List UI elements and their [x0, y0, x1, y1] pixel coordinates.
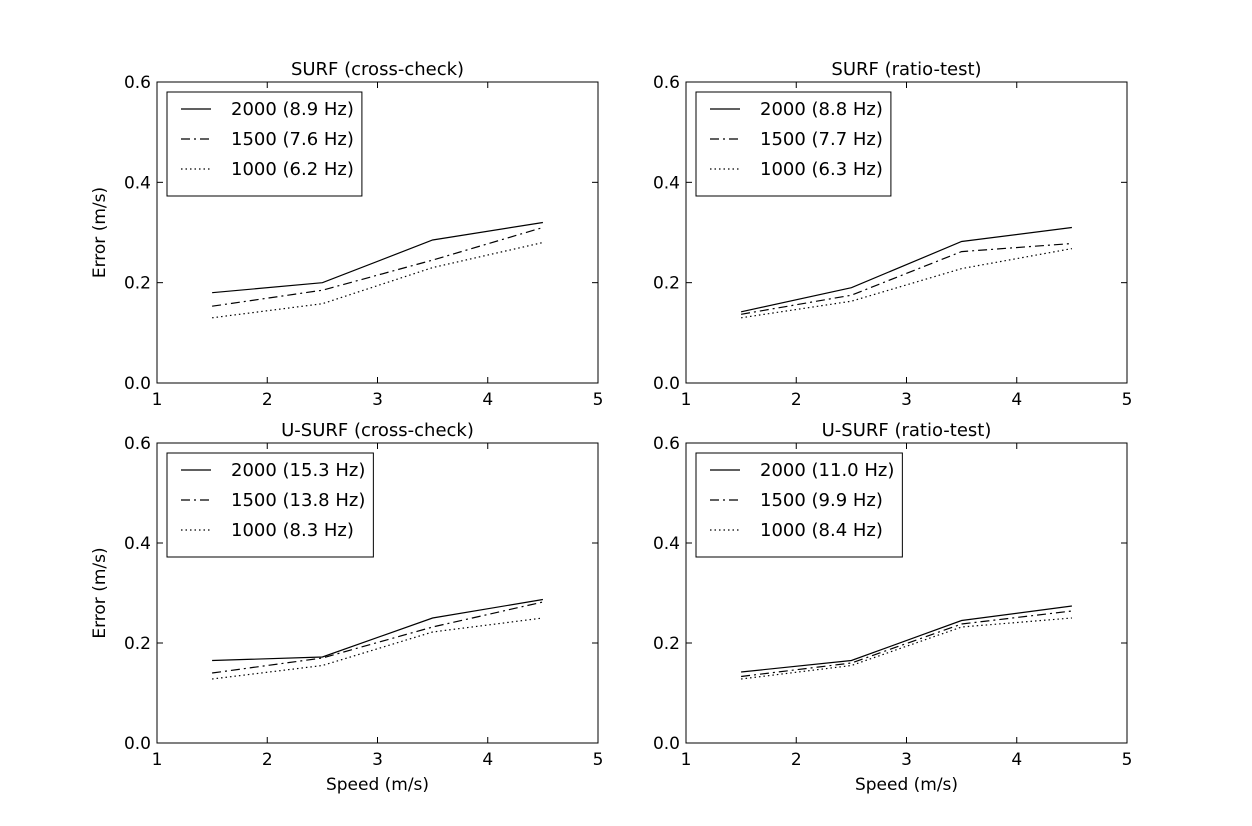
subplot-3: 1 2 3 4 5 0.0 0.2 0.4 0.6 U-SURF (cross-check) Spe… — [90, 420, 603, 795]
y-tick-label: 0.0 — [653, 734, 680, 754]
x-tick-label: 2 — [262, 390, 273, 410]
series-line-dashdot — [740, 242, 1072, 315]
x-tick-label: 3 — [901, 390, 912, 410]
x-tick-label: 1 — [152, 390, 163, 410]
legend-entry: 1000 (6.2 Hz) — [231, 159, 354, 180]
legend-entry: 1500 (9.9 Hz) — [760, 490, 883, 511]
x-axis-label: Speed (m/s) — [326, 775, 429, 795]
x-tick-label: 5 — [1122, 390, 1133, 410]
y-tick-label: 0.2 — [124, 634, 151, 654]
y-tick-label: 0.6 — [653, 73, 680, 93]
series-line-solid — [212, 221, 543, 294]
series-line-dotted — [212, 617, 543, 680]
subplot-2: 1 2 3 4 5 0.0 0.2 0.4 0.6 SURF (ratio-test) 2000 (… — [653, 59, 1132, 410]
y-tick-label: 0.6 — [124, 434, 151, 454]
series-line-solid — [741, 605, 1072, 673]
x-tick-label: 4 — [482, 750, 493, 770]
y-tick-label: 0.0 — [124, 374, 151, 394]
x-tick-label: 1 — [152, 750, 163, 770]
legend-entry: 1500 (7.6 Hz) — [231, 129, 354, 150]
chart-title: U-SURF (ratio-test) — [822, 420, 992, 441]
x-axis-label: Speed (m/s) — [855, 775, 958, 795]
chart-title: SURF (ratio-test) — [831, 59, 981, 80]
chart-title: SURF (cross-check) — [291, 59, 464, 80]
y-axis-label: Error (m/s) — [90, 547, 110, 638]
chart-title: U-SURF (cross-check) — [281, 420, 474, 441]
subplot-1: 1 2 3 4 5 0.0 0.2 0.4 0.6 SURF (cross-check) Error… — [90, 59, 603, 410]
series-line-dashdot — [212, 226, 544, 307]
legend: 2000 (8.9 Hz) 1500 (7.6 Hz) 1000 (6.2 Hz) — [166, 91, 363, 197]
x-tick-label: 1 — [681, 750, 692, 770]
x-tick-label: 4 — [482, 390, 493, 410]
x-tick-label: 3 — [372, 390, 383, 410]
legend-entry: 2000 (8.8 Hz) — [760, 99, 883, 120]
legend-entry: 1500 (7.7 Hz) — [760, 129, 883, 150]
x-tick-label: 5 — [593, 390, 604, 410]
series-line-dotted — [212, 241, 544, 319]
x-tick-label: 3 — [901, 750, 912, 770]
legend: 2000 (15.3 Hz) 1500 (13.8 Hz) 1000 (8.3 Hz… — [166, 452, 374, 558]
y-tick-label: 0.4 — [124, 173, 151, 193]
legend-entry: 1500 (13.8 Hz) — [231, 490, 365, 511]
y-tick-label: 0.2 — [653, 634, 680, 654]
y-tick-label: 0.4 — [124, 534, 151, 554]
legend-entry: 2000 (15.3 Hz) — [231, 460, 365, 481]
y-tick-label: 0.4 — [653, 173, 680, 193]
y-tick-label: 0.2 — [653, 274, 680, 294]
x-tick-label: 5 — [1122, 750, 1133, 770]
series-line-solid — [212, 598, 543, 662]
x-tick-label: 4 — [1011, 750, 1022, 770]
series-line-dotted — [741, 617, 1072, 680]
y-tick-label: 0.4 — [653, 534, 680, 554]
series-line-solid — [740, 226, 1072, 313]
legend-entry: 1000 (8.3 Hz) — [231, 520, 354, 541]
x-tick-label: 2 — [791, 390, 802, 410]
x-tick-label: 1 — [681, 390, 692, 410]
x-tick-label: 4 — [1011, 390, 1022, 410]
legend-entry: 2000 (8.9 Hz) — [231, 99, 354, 120]
y-tick-label: 0.6 — [653, 434, 680, 454]
series-line-dotted — [741, 248, 1073, 319]
subplot-4: 1 2 3 4 5 0.0 0.2 0.4 0.6 U-SURF (ratio-test) Spee… — [653, 420, 1132, 795]
y-tick-label: 0.0 — [124, 734, 151, 754]
legend-entry: 2000 (11.0 Hz) — [760, 460, 894, 481]
y-tick-label: 0.2 — [124, 274, 151, 294]
legend-entry: 1000 (6.3 Hz) — [760, 159, 883, 180]
legend: 2000 (11.0 Hz) 1500 (9.9 Hz) 1000 (8.4 Hz) — [695, 452, 903, 558]
x-tick-label: 2 — [791, 750, 802, 770]
x-tick-label: 2 — [262, 750, 273, 770]
x-tick-label: 5 — [593, 750, 604, 770]
y-axis-label: Error (m/s) — [90, 187, 110, 278]
legend-entry: 1000 (8.4 Hz) — [760, 520, 883, 541]
y-tick-label: 0.6 — [124, 73, 151, 93]
legend: 2000 (8.8 Hz) 1500 (7.7 Hz) 1000 (6.3 Hz) — [695, 91, 892, 197]
x-tick-label: 3 — [372, 750, 383, 770]
y-tick-label: 0.0 — [653, 374, 680, 394]
